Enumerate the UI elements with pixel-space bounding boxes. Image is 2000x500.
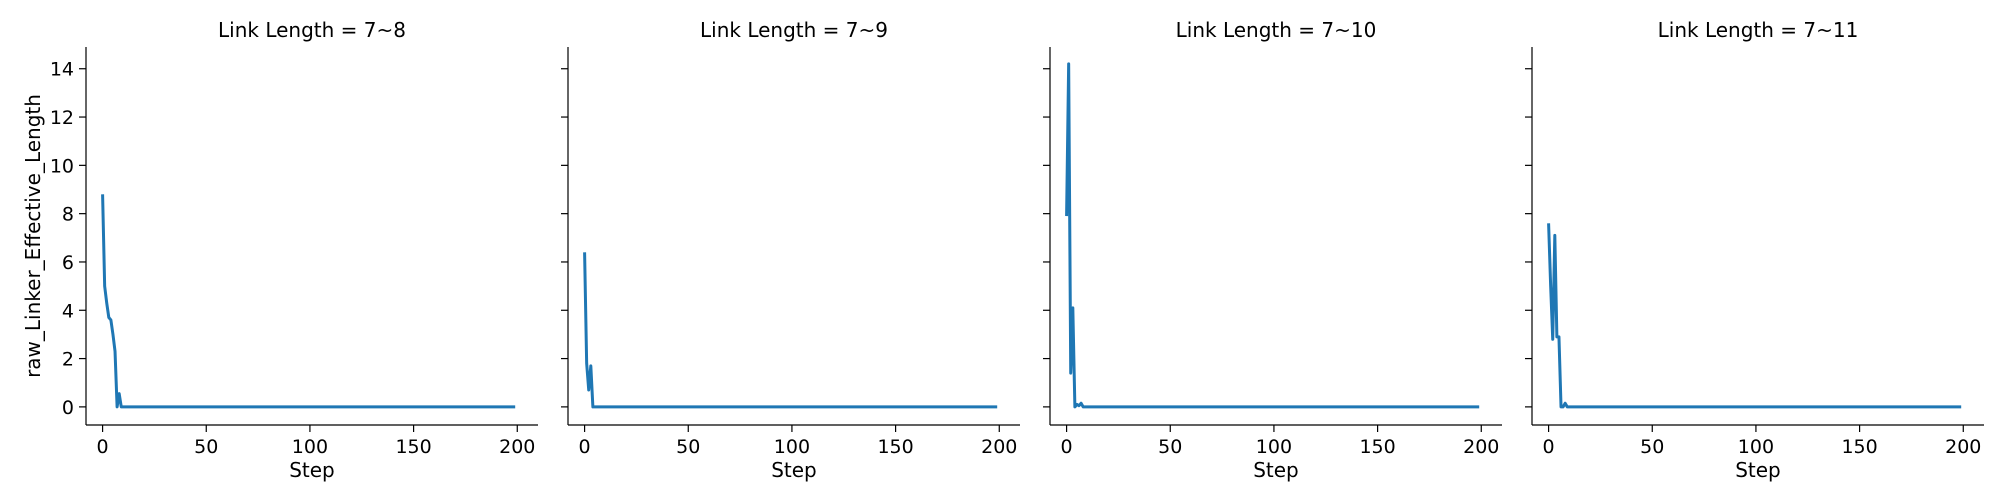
y-tick-label: 0 (62, 397, 74, 419)
x-tick-label: 100 (1738, 436, 1774, 458)
x-tick-label: 100 (1256, 436, 1292, 458)
x-tick-label: 200 (1945, 436, 1981, 458)
y-tick-label: 8 (62, 204, 74, 226)
x-tick-label: 200 (981, 436, 1017, 458)
x-tick-label: 50 (676, 436, 700, 458)
y-tick-label: 6 (62, 252, 74, 274)
x-tick-label: 150 (395, 436, 431, 458)
y-tick-label: 2 (62, 349, 74, 371)
x-tick-label: 0 (1061, 436, 1073, 458)
x-tick-label: 200 (1463, 436, 1499, 458)
y-axis-label: raw_Linker_Effective_Length (21, 94, 45, 378)
x-tick-label: 100 (292, 436, 328, 458)
series-line (583, 252, 998, 409)
x-tick-label: 150 (1841, 436, 1877, 458)
x-tick-label: 50 (1640, 436, 1664, 458)
x-axis-label: Step (1253, 458, 1299, 482)
series-line (1065, 62, 1480, 409)
x-axis-label: Step (289, 458, 335, 482)
series-line (101, 194, 516, 409)
x-tick-label: 150 (877, 436, 913, 458)
x-tick-label: 50 (194, 436, 218, 458)
x-tick-label: 0 (97, 436, 109, 458)
x-tick-label: 200 (499, 436, 535, 458)
x-tick-label: 0 (579, 436, 591, 458)
y-tick-label: 4 (62, 300, 74, 322)
x-axis-label: Step (771, 458, 817, 482)
panel-title: Link Length = 7~10 (1176, 18, 1377, 42)
panel-title: Link Length = 7~8 (218, 18, 406, 42)
series-line (1547, 223, 1962, 409)
x-axis-label: Step (1735, 458, 1781, 482)
x-tick-label: 150 (1359, 436, 1395, 458)
panel-title: Link Length = 7~11 (1658, 18, 1859, 42)
y-tick-label: 12 (50, 107, 74, 129)
y-tick-label: 10 (50, 155, 74, 177)
x-tick-label: 50 (1158, 436, 1182, 458)
y-tick-label: 14 (50, 59, 74, 81)
x-tick-label: 100 (774, 436, 810, 458)
panel-title: Link Length = 7~9 (700, 18, 888, 42)
x-tick-label: 0 (1543, 436, 1555, 458)
